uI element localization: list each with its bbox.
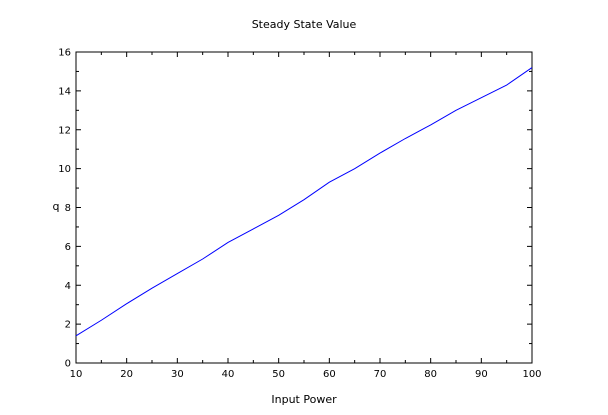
- x-tick-label: 20: [120, 369, 133, 380]
- y-tick-label: 14: [58, 86, 71, 97]
- series-line: [75, 67, 533, 337]
- y-tick-label: 2: [65, 320, 71, 331]
- y-tick-label: 8: [65, 203, 71, 214]
- y-tick-label: 12: [58, 125, 71, 136]
- x-tick-label: 50: [272, 369, 285, 380]
- x-tick-label: 70: [374, 369, 387, 380]
- x-tick-label: 100: [522, 369, 541, 380]
- x-tick-label: 80: [424, 369, 437, 380]
- x-tick-label: 90: [475, 369, 488, 380]
- x-tick-label: 10: [70, 369, 83, 380]
- y-tick-label: 4: [65, 281, 71, 292]
- series-layer: [75, 67, 533, 337]
- chart-title: Steady State Value: [252, 18, 357, 31]
- x-tick-label: 30: [171, 369, 184, 380]
- y-axis-label: q: [53, 200, 60, 213]
- x-tick-label: 40: [222, 369, 235, 380]
- x-tick-label: 60: [323, 369, 336, 380]
- x-axis: 10 20 30 40 50 60 70 80 90 100: [70, 52, 542, 380]
- y-tick-label: 10: [58, 164, 71, 175]
- plot-area: [75, 51, 533, 364]
- y-tick-label: 6: [65, 242, 71, 253]
- y-tick-label: 0: [65, 359, 71, 370]
- y-tick-label: 16: [58, 48, 71, 59]
- x-axis-label: Input Power: [271, 393, 337, 406]
- y-axis: 0 2 4 6 8 10 12 14 16: [58, 48, 532, 370]
